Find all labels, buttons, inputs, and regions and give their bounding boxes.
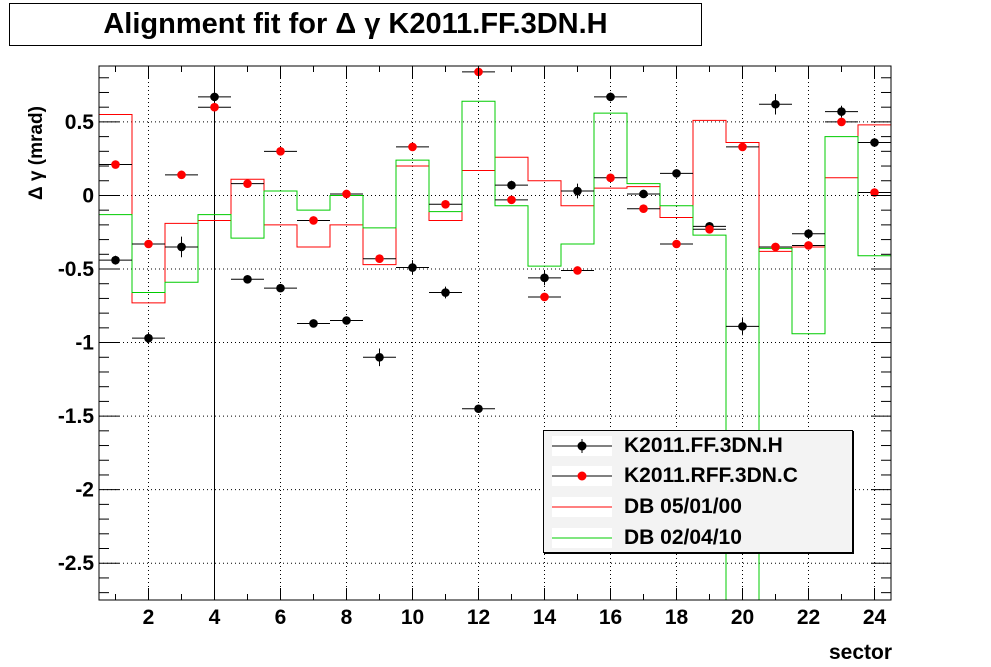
data-point bbox=[243, 275, 252, 284]
x-tick-label: 6 bbox=[275, 606, 287, 629]
point-series bbox=[99, 67, 891, 414]
data-point bbox=[474, 404, 483, 414]
data-point bbox=[573, 186, 582, 196]
data-point bbox=[144, 239, 153, 249]
y-tick-label: 0.5 bbox=[65, 111, 95, 134]
data-point bbox=[705, 224, 714, 234]
data-point bbox=[342, 189, 351, 199]
data-point bbox=[177, 242, 186, 252]
data-point bbox=[441, 199, 450, 209]
data-point bbox=[771, 99, 780, 109]
chart-title-box: Alignment fit for Δ γ K2011.FF.3DN.H bbox=[9, 3, 702, 46]
data-point bbox=[144, 333, 153, 343]
legend-entry-2: K2011.RFF.3DN.C bbox=[544, 461, 852, 491]
chart-legend: K2011.FF.3DN.H K2011.RFF.3DN.C DB 05/01/… bbox=[543, 430, 853, 553]
data-point bbox=[804, 229, 813, 239]
legend-marker-red-point bbox=[552, 466, 612, 486]
data-point bbox=[738, 142, 747, 152]
data-point bbox=[837, 117, 846, 127]
x-tick-label: 20 bbox=[731, 606, 754, 629]
data-point bbox=[573, 266, 582, 275]
x-tick-label: 4 bbox=[209, 606, 221, 629]
data-point bbox=[639, 204, 648, 213]
x-tick-label: 18 bbox=[665, 606, 689, 629]
x-tick-label: 8 bbox=[341, 606, 353, 629]
data-point bbox=[111, 255, 120, 265]
point-series-1 bbox=[99, 91, 891, 414]
legend-marker-red-line bbox=[552, 497, 612, 517]
data-point bbox=[210, 92, 219, 102]
data-point bbox=[375, 254, 384, 264]
point-series-2 bbox=[99, 67, 891, 302]
data-point bbox=[804, 241, 813, 250]
data-point bbox=[441, 288, 450, 297]
y-tick-label: -1.5 bbox=[58, 405, 95, 428]
legend-label-1: K2011.FF.3DN.H bbox=[624, 434, 783, 457]
data-point bbox=[540, 292, 549, 302]
data-point bbox=[276, 147, 285, 156]
data-point bbox=[672, 239, 681, 249]
legend-entry-4: DB 02/04/10 bbox=[544, 523, 852, 553]
y-tick-label: 0 bbox=[82, 184, 94, 207]
y-tick-label: -2 bbox=[75, 479, 94, 502]
x-tick-label: 22 bbox=[797, 606, 820, 629]
data-point bbox=[738, 322, 747, 331]
legend-marker-black-point bbox=[552, 436, 612, 456]
data-point bbox=[342, 316, 351, 325]
x-tick-label: 16 bbox=[599, 606, 622, 629]
data-point bbox=[507, 195, 516, 205]
data-point bbox=[309, 319, 318, 328]
legend-label-2: K2011.RFF.3DN.C bbox=[624, 464, 798, 487]
data-point bbox=[837, 107, 846, 116]
legend-label-3: DB 05/01/00 bbox=[624, 495, 742, 518]
data-point bbox=[507, 180, 516, 190]
data-point bbox=[111, 160, 120, 169]
y-axis-label: Δ γ (mrad) bbox=[26, 106, 47, 200]
data-point bbox=[870, 138, 879, 147]
y-tick-label: -1 bbox=[75, 332, 94, 355]
data-point bbox=[408, 142, 417, 152]
data-point bbox=[870, 188, 879, 197]
plot-frame bbox=[98, 65, 892, 601]
data-point bbox=[639, 189, 648, 199]
legend-entry-3: DB 05/01/00 bbox=[544, 492, 852, 522]
data-point bbox=[540, 273, 549, 283]
data-point bbox=[210, 102, 219, 112]
axes: 2 4 6 8 10 12 14 16 18 20 22 240.50-0.5-1-1.5-2-2.5 bbox=[58, 65, 892, 629]
data-point bbox=[243, 179, 252, 188]
x-tick-label: 2 bbox=[143, 606, 155, 629]
legend-label-4: DB 02/04/10 bbox=[624, 526, 742, 549]
data-point bbox=[309, 216, 318, 225]
x-tick-label: 24 bbox=[863, 606, 887, 629]
data-point bbox=[606, 173, 615, 183]
data-point bbox=[276, 283, 285, 293]
data-point bbox=[375, 352, 384, 362]
data-point bbox=[771, 242, 780, 252]
y-tick-label: -0.5 bbox=[58, 258, 95, 281]
legend-marker-green-line bbox=[552, 528, 612, 548]
data-point bbox=[672, 169, 681, 178]
x-axis-label: sector bbox=[829, 641, 892, 664]
legend-entry-1: K2011.FF.3DN.H bbox=[544, 431, 852, 461]
data-point bbox=[177, 170, 186, 180]
x-tick-label: 14 bbox=[533, 606, 557, 629]
chart-title: Alignment fit for Δ γ K2011.FF.3DN.H bbox=[103, 8, 608, 40]
data-point bbox=[408, 263, 417, 272]
data-point bbox=[606, 92, 615, 102]
y-tick-label: -2.5 bbox=[58, 552, 95, 575]
x-tick-label: 12 bbox=[467, 606, 490, 629]
x-tick-label: 10 bbox=[401, 606, 424, 629]
